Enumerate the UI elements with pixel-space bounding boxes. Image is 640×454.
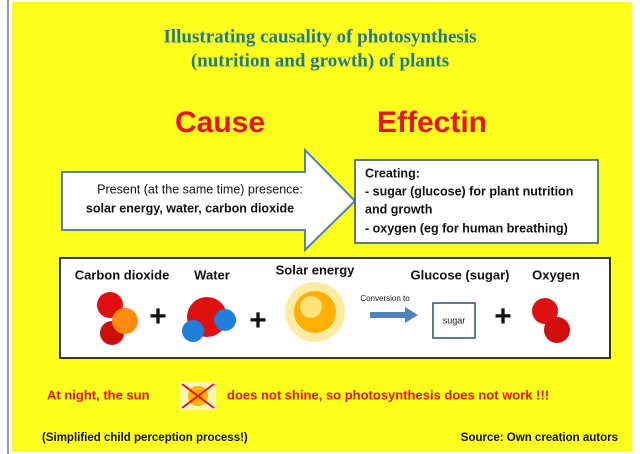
water-molecule: [182, 297, 236, 342]
effect-text: Creating:: [365, 166, 420, 180]
cause-text: Present (at the same time) presence:: [97, 182, 303, 196]
plus: +: [149, 300, 167, 333]
effect-text: and growth: [365, 202, 432, 216]
sun: [285, 282, 345, 342]
title-line: Illustrating causality of photosynthesis: [163, 26, 476, 47]
effect-text: - oxygen (eg for human breathing): [365, 221, 568, 235]
cause-text: solar energy, water, carbon dioxide: [86, 201, 294, 215]
footer-right: Source: Own creation autors: [461, 432, 618, 444]
co2-molecule: [97, 292, 138, 345]
note-text: At night, the sun: [47, 387, 150, 402]
equation-label: Solar energy: [276, 262, 356, 277]
effect-box: [354, 159, 599, 244]
oxygen-molecule: [532, 298, 570, 343]
note-text: does not shine, so photosynthesis does n…: [227, 387, 549, 402]
arrow-label: Conversion to: [360, 294, 410, 303]
effect-heading: Effectin: [377, 106, 487, 139]
plus: +: [494, 300, 512, 333]
equation-label: Water: [194, 267, 230, 282]
equation-label: Carbon dioxide: [75, 267, 170, 282]
equation-label: Oxygen: [532, 267, 580, 282]
plus: +: [249, 304, 267, 337]
crossed-sun: [180, 382, 216, 410]
sugar-text: sugar: [443, 315, 466, 325]
sugar-box: [432, 302, 476, 339]
cause-arrow: [61, 147, 357, 253]
effect-text: - sugar (glucose) for plant nutrition: [365, 184, 573, 198]
conversion-arrow: [370, 307, 418, 323]
cause-heading: Cause: [175, 106, 265, 139]
footer-left: (Simplified child perception process!): [42, 432, 248, 444]
title-line: (nutrition and growth) of plants: [191, 50, 449, 71]
equation-label: Glucose (sugar): [411, 267, 510, 282]
